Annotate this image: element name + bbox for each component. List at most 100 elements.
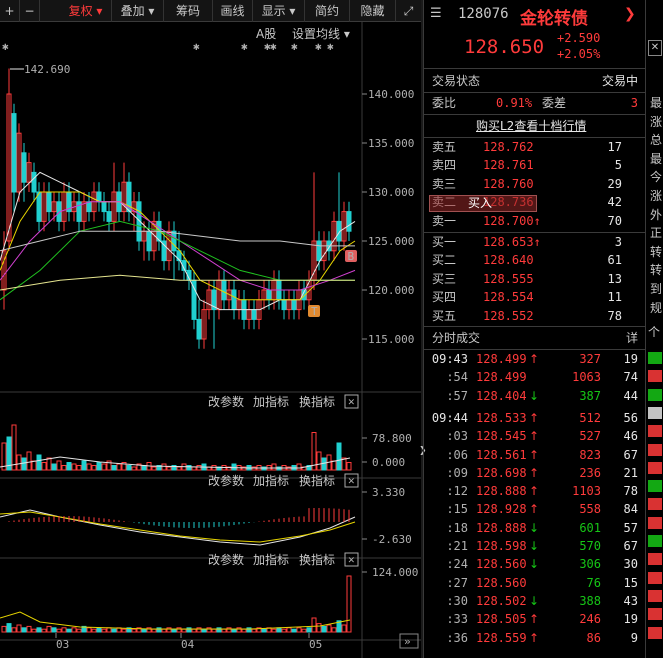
volume-bar: [121, 462, 127, 471]
trade-row: :54 128.499 1063 74: [424, 368, 646, 386]
trade-price: 128.888: [476, 484, 527, 499]
expand-icon[interactable]: ⤢: [403, 4, 414, 18]
panel3-line: [0, 611, 351, 630]
panel2-close-icon[interactable]: [344, 473, 359, 488]
toolbar-item-7[interactable]: 简约: [305, 0, 350, 22]
side-label: 涨: [650, 114, 663, 129]
order-ratio-row: 委比 0.91% 委差 3: [424, 94, 646, 112]
trades-detail-button[interactable]: 详: [625, 331, 638, 345]
candle-body: [341, 211, 347, 242]
panel3-bar: [81, 625, 87, 633]
side-label: 转: [650, 263, 663, 278]
trade-time: :03: [446, 429, 468, 444]
buy-popup[interactable]: 买入: [429, 195, 537, 212]
l2-link[interactable]: 购买L2查看十档行情: [476, 119, 587, 133]
ma10-line: [0, 191, 356, 301]
panel3-bar: [31, 628, 37, 633]
book-price: 128.554: [483, 290, 534, 305]
side-close-icon[interactable]: ✕: [648, 40, 662, 56]
panel3-bar: [61, 627, 67, 633]
collapse-arrow-icon[interactable]: ❯: [419, 446, 427, 456]
side-change-bar: [648, 443, 662, 456]
scroll-right-button[interactable]: [399, 633, 419, 649]
book-level-label: 卖四: [432, 158, 457, 173]
next-stock-icon[interactable]: ❯: [624, 6, 636, 22]
toolbar-item-3[interactable]: 叠加 ▾: [112, 0, 164, 22]
bid-row-3[interactable]: 买四 128.554 11: [424, 288, 646, 306]
trade-row: :33 128.505 ↑ 246 19: [424, 610, 646, 628]
panel3-bar: [171, 628, 177, 633]
side-change-bar: [648, 480, 662, 493]
candle-body: [1, 250, 7, 291]
toolbar-item-6[interactable]: 显示 ▾: [253, 0, 305, 22]
bid-row-0[interactable]: 买一 128.653↑ 3: [424, 233, 646, 251]
trade-count: 78: [623, 484, 638, 499]
side-change-bar: [648, 406, 662, 419]
candle-body: [336, 220, 342, 242]
ask-row-2[interactable]: 卖三 128.760 29: [424, 175, 646, 193]
panel3-bar: [111, 628, 117, 633]
book-volume: 5: [614, 158, 622, 173]
panel-splitter[interactable]: [421, 0, 423, 658]
candle-body: [46, 191, 52, 213]
candle-body: [11, 113, 17, 193]
menu-icon[interactable]: ☰: [430, 6, 442, 21]
candle-body: [251, 309, 257, 320]
x-tick-label: 03: [56, 638, 69, 651]
trade-row: :21 128.598 ↓ 570 67: [424, 537, 646, 555]
book-volume: 61: [607, 253, 622, 268]
candle-body: [201, 309, 207, 340]
l2-row: 购买L2查看十档行情: [424, 117, 646, 135]
book-volume: 3: [614, 235, 622, 249]
up-arrow-icon: ↑: [529, 502, 540, 517]
kline-chart[interactable]: A股 设置均线 ▾ 140.000 135.000 130.000 125.000 120.…: [0, 22, 421, 658]
event-marker: ✱: [327, 40, 334, 53]
volume-bar: [306, 465, 312, 471]
book-volume: 29: [607, 176, 622, 191]
trade-row: :27 128.560 76 15: [424, 574, 646, 592]
toolbar-item-2[interactable]: 复权 ▾: [60, 0, 112, 22]
toolbar-item-5[interactable]: 画线: [213, 0, 253, 22]
bid-row-1[interactable]: 买二 128.640 61: [424, 251, 646, 269]
bid-row-4[interactable]: 买五 128.552 78: [424, 307, 646, 325]
side-change-bar: [648, 626, 662, 639]
side-tab[interactable]: 个: [648, 325, 661, 339]
panel3-close-icon[interactable]: [344, 552, 359, 567]
panel3-bar: [296, 627, 302, 633]
trade-time: :15: [446, 502, 468, 517]
candle-body: [321, 240, 327, 262]
price-tick-label: 115.000: [368, 333, 414, 346]
candle-body: [86, 201, 92, 213]
trade-price: 128.505: [476, 612, 527, 627]
panel3-bar: [151, 628, 157, 633]
trade-row: :09 128.698 ↑ 236 21: [424, 464, 646, 482]
candle-body: [31, 171, 37, 193]
candle-body: [146, 230, 152, 252]
volume-bar: [136, 463, 142, 471]
buy-marker-box[interactable]: [345, 250, 357, 262]
toolbar-item-4[interactable]: 筹码: [164, 0, 213, 22]
trade-row: :24 128.560 ↓ 306 30: [424, 555, 646, 573]
t-marker-box[interactable]: [308, 305, 320, 317]
toolbar-item-8[interactable]: 隐藏: [350, 0, 396, 22]
up-arrow-icon: ↑: [529, 612, 540, 627]
candle-body: [81, 201, 87, 222]
kline-chart-area[interactable]: A股 设置均线 ▾ 140.000 135.000 130.000 125.000 120.…: [0, 22, 421, 658]
price-tick-label: 120.000: [368, 284, 414, 297]
ask-row-0[interactable]: 卖五 128.762 17: [424, 138, 646, 156]
panel3-bar: [236, 627, 242, 633]
toolbar-item-0[interactable]: +: [0, 0, 20, 22]
panel3-bar: [261, 628, 267, 633]
volume-bar: [56, 460, 62, 471]
macd-dea-line: [0, 511, 356, 543]
trade-count: 43: [623, 593, 638, 608]
panel1-close-icon[interactable]: [344, 394, 359, 409]
scroll-right-icon: »: [404, 635, 411, 648]
ask-row-1[interactable]: 卖四 128.761 5: [424, 156, 646, 174]
ma-settings-button: 设置均线 ▾: [292, 27, 350, 41]
candle-body: [126, 181, 132, 213]
ask-row-4[interactable]: 卖一 128.700↑ 70: [424, 212, 646, 230]
volume-bar: [6, 436, 12, 471]
bid-row-2[interactable]: 买三 128.555 13: [424, 270, 646, 288]
toolbar-item-1[interactable]: −: [20, 0, 40, 22]
